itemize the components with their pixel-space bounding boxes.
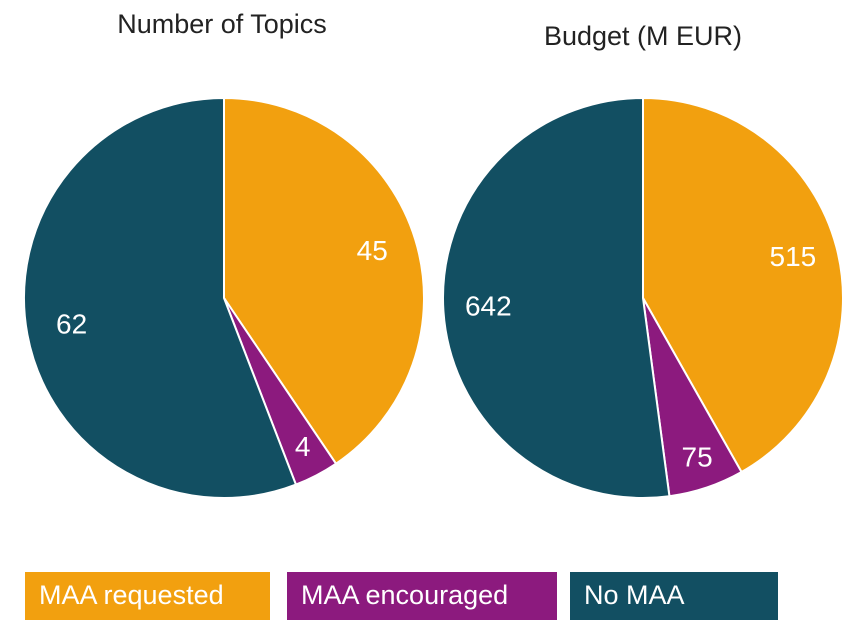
chart-title: Number of Topics: [117, 9, 327, 39]
data-label: 4: [295, 431, 311, 462]
chart-title: Budget (M EUR): [544, 21, 742, 51]
pie-slice: [442, 96, 671, 499]
data-label: 515: [770, 241, 817, 272]
data-label: 45: [357, 235, 388, 266]
pie-slice: [223, 96, 425, 466]
legend-label: MAA requested: [39, 580, 224, 610]
legend-label: MAA encouraged: [301, 580, 508, 610]
pie-slice: [642, 96, 844, 474]
legend-swatch: [287, 572, 557, 620]
pie-slice: [23, 96, 298, 499]
legend-swatch: [570, 572, 778, 620]
data-label: 62: [56, 309, 87, 340]
legend-label: No MAA: [584, 580, 685, 610]
legend-swatch: [25, 572, 270, 620]
data-label: 642: [465, 291, 512, 322]
data-label: 75: [682, 442, 713, 473]
